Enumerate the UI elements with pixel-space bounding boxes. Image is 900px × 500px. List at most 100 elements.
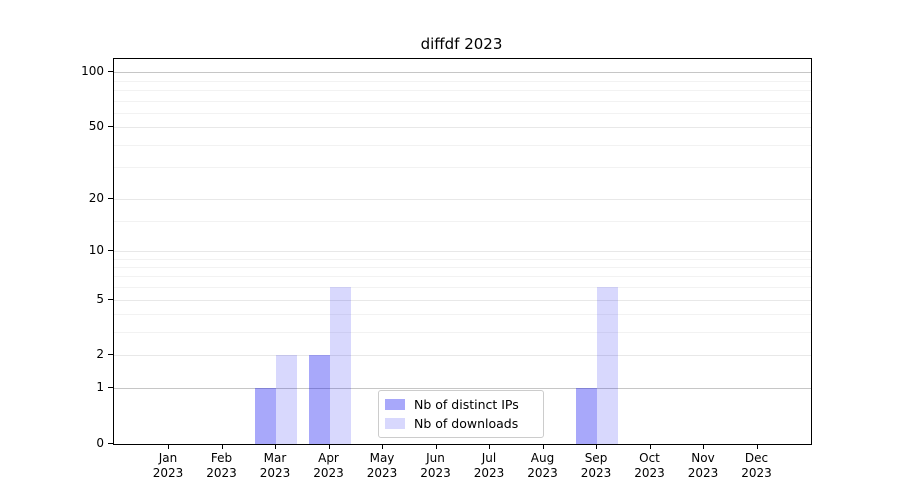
chart-title: diffdf 2023 xyxy=(420,35,503,53)
x-axis-tick-label: Jan 2023 xyxy=(136,451,200,481)
x-axis-tick-label: Dec 2023 xyxy=(725,451,789,481)
y-axis-tick-mark xyxy=(108,443,113,444)
y-axis-tick-mark xyxy=(108,126,113,127)
minor-gridline xyxy=(114,100,811,102)
major-gridline xyxy=(114,127,811,129)
year-label: 2023 xyxy=(527,466,558,480)
month-label: May xyxy=(369,451,395,465)
x-axis-tick-mark xyxy=(756,445,758,449)
year-label: 2023 xyxy=(687,466,719,480)
bar-distinct-ips-sep xyxy=(576,388,597,444)
year-label: 2023 xyxy=(152,466,184,480)
legend-swatch-downloads xyxy=(385,418,405,429)
x-axis-tick-label: Jun 2023 xyxy=(404,451,468,481)
y-axis-tick-mark xyxy=(108,250,113,251)
x-axis-tick-label: Jul 2023 xyxy=(457,451,521,481)
minor-gridline xyxy=(114,167,811,169)
bar-distinct-ips-mar xyxy=(255,388,276,444)
minor-gridline xyxy=(114,287,811,289)
x-axis-tick-mark xyxy=(168,445,169,449)
major-gridline xyxy=(114,355,811,357)
month-label: Jun xyxy=(426,451,445,465)
minor-gridline xyxy=(114,258,811,260)
major-gridline xyxy=(114,72,811,74)
minor-gridline xyxy=(114,80,811,82)
legend-item-distinct-ips: Nb of distinct IPs xyxy=(385,395,537,414)
x-axis-tick-label: Nov 2023 xyxy=(671,451,735,481)
y-axis-tick-mark xyxy=(108,71,113,72)
bar-downloads-apr xyxy=(329,287,351,444)
major-gridline xyxy=(114,299,811,301)
year-label: 2023 xyxy=(580,466,612,480)
y-axis-tick-label: 5 xyxy=(96,291,104,306)
year-label: 2023 xyxy=(206,466,237,480)
minor-gridline xyxy=(114,144,811,146)
x-axis-tick-mark xyxy=(596,445,597,449)
minor-gridline xyxy=(114,266,811,268)
month-label: Jan xyxy=(158,451,178,465)
year-label: 2023 xyxy=(741,466,772,480)
x-axis-tick-label: Mar 2023 xyxy=(243,451,307,481)
month-label: Jul xyxy=(481,451,497,465)
x-axis-tick-mark xyxy=(328,445,330,449)
x-axis-tick-label: May 2023 xyxy=(350,451,414,481)
x-axis-tick-mark xyxy=(703,445,704,449)
x-axis-tick-mark xyxy=(649,445,651,449)
year-label: 2023 xyxy=(366,466,398,480)
minor-gridline xyxy=(114,276,811,278)
bar-downloads-mar xyxy=(276,355,297,444)
legend-swatch-distinct-ips xyxy=(385,399,405,410)
month-label: Feb xyxy=(210,451,233,465)
x-axis-tick-label: Aug 2023 xyxy=(511,451,575,481)
minor-gridline xyxy=(114,314,811,316)
x-axis-tick-label: Sep 2023 xyxy=(564,451,628,481)
y-axis-tick-label: 50 xyxy=(88,119,104,134)
major-gridline xyxy=(114,250,811,252)
month-label: Aug xyxy=(530,451,555,465)
month-label: Apr xyxy=(318,451,339,465)
bar-distinct-ips-apr xyxy=(308,355,330,444)
month-label: Dec xyxy=(744,451,769,465)
x-axis-tick-label: Apr 2023 xyxy=(297,451,361,481)
bar-downloads-sep xyxy=(597,287,618,444)
major-gridline xyxy=(114,388,811,390)
x-axis-tick-label: Oct 2023 xyxy=(618,451,682,481)
month-label: Nov xyxy=(691,451,715,465)
y-axis-tick-label: 10 xyxy=(88,242,104,257)
y-axis-tick-mark xyxy=(108,299,113,300)
month-label: Sep xyxy=(584,451,608,465)
plot-area xyxy=(113,58,812,445)
year-label: 2023 xyxy=(473,466,505,480)
year-label: 2023 xyxy=(420,466,451,480)
legend-item-downloads: Nb of downloads xyxy=(385,414,537,433)
y-axis-tick-label: 20 xyxy=(88,190,104,205)
y-axis-tick-mark xyxy=(108,198,113,199)
y-axis-tick-mark xyxy=(108,354,113,355)
x-axis-tick-mark xyxy=(435,445,437,449)
x-axis-tick-mark xyxy=(221,445,223,449)
minor-gridline xyxy=(114,220,811,222)
year-label: 2023 xyxy=(259,466,291,480)
year-label: 2023 xyxy=(313,466,344,480)
x-axis-tick-mark xyxy=(489,445,490,449)
x-axis-tick-mark xyxy=(382,445,383,449)
legend-label: Nb of distinct IPs xyxy=(414,397,519,412)
x-axis-tick-mark xyxy=(275,445,276,449)
y-axis-tick-label: 2 xyxy=(96,347,104,362)
minor-gridline xyxy=(114,332,811,334)
minor-gridline xyxy=(114,89,811,91)
legend-label: Nb of downloads xyxy=(414,416,519,431)
year-label: 2023 xyxy=(634,466,665,480)
legend: Nb of distinct IPs Nb of downloads xyxy=(378,390,544,438)
minor-gridline xyxy=(114,112,811,114)
month-label: Mar xyxy=(263,451,287,465)
x-axis-tick-label: Feb 2023 xyxy=(190,451,254,481)
y-axis-tick-label: 100 xyxy=(81,64,104,79)
y-axis-tick-label: 0 xyxy=(96,436,104,450)
major-gridline xyxy=(114,198,811,200)
month-label: Oct xyxy=(639,451,660,465)
y-axis-tick-mark xyxy=(108,387,113,388)
y-axis-tick-label: 1 xyxy=(96,380,104,395)
x-axis-tick-mark xyxy=(542,445,544,449)
